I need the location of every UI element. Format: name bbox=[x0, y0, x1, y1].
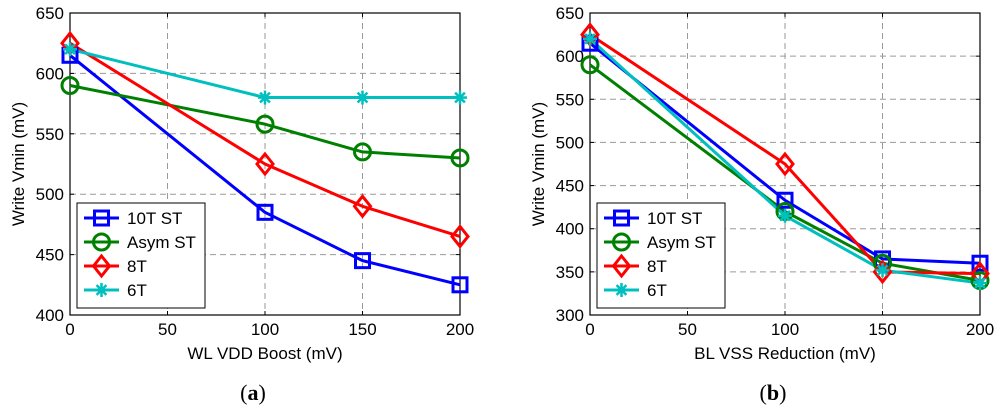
legend-marker bbox=[612, 232, 631, 252]
series-line-10t-st bbox=[589, 42, 981, 265]
data-point-8t bbox=[450, 224, 470, 249]
data-point-8t bbox=[872, 259, 893, 285]
series-line-8t bbox=[589, 33, 981, 276]
series-line-6t bbox=[588, 37, 981, 285]
series-line-10t-st bbox=[69, 54, 461, 287]
y-tick-label: 400 bbox=[556, 220, 584, 239]
x-tick-label: 100 bbox=[771, 320, 799, 339]
data-point-8t bbox=[352, 193, 373, 219]
legend-marker bbox=[613, 209, 630, 227]
data-point-asym-st bbox=[450, 148, 470, 168]
data-point-10t-st bbox=[776, 191, 794, 209]
y-tick-label: 550 bbox=[36, 125, 64, 144]
legend-entry-label: 10T ST bbox=[127, 209, 182, 228]
legend-marker bbox=[94, 283, 109, 297]
legend-marker bbox=[611, 253, 632, 279]
y-tick-label: 400 bbox=[36, 306, 64, 325]
y-axis-label: Write Vmin (mV) bbox=[9, 102, 28, 226]
data-point-10t-st bbox=[451, 276, 469, 294]
y-tick-label: 600 bbox=[36, 64, 64, 83]
data-point-asym-st bbox=[353, 142, 372, 162]
data-point-6t bbox=[973, 276, 987, 291]
legend-marker bbox=[614, 283, 629, 297]
legend-entry-label: 6T bbox=[127, 281, 147, 300]
series-line-6t bbox=[69, 47, 460, 100]
data-point-8t bbox=[775, 151, 795, 177]
data-point-asym-st bbox=[60, 75, 80, 95]
x-tick-label: 50 bbox=[678, 320, 697, 339]
panel-caption: (a) bbox=[240, 380, 266, 405]
legend-marker bbox=[93, 209, 110, 227]
data-point-6t bbox=[778, 208, 792, 223]
data-point-6t bbox=[583, 31, 597, 46]
x-tick-label: 0 bbox=[585, 320, 594, 339]
y-tick-label: 300 bbox=[556, 306, 584, 325]
x-tick-label: 150 bbox=[348, 320, 376, 339]
data-point-6t bbox=[355, 90, 370, 105]
x-tick-label: 200 bbox=[966, 320, 994, 339]
data-point-10t-st bbox=[354, 252, 371, 270]
y-axis-label: Write Vmin (mV) bbox=[529, 102, 548, 226]
x-axis-label: BL VSS Reduction (mV) bbox=[694, 344, 876, 363]
y-tick-label: 450 bbox=[556, 177, 584, 196]
chart-panel-a: 0 50 100 150 200 400 450 500 550 600 650 WL VDD Boo… bbox=[9, 4, 474, 405]
x-axis-label: WL VDD Boost (mV) bbox=[187, 344, 342, 363]
y-tick-label: 350 bbox=[556, 263, 584, 282]
legend: 10T ST Asym ST 8T 6T bbox=[596, 202, 726, 309]
x-tick-label: 50 bbox=[158, 320, 177, 339]
y-tick-label: 550 bbox=[556, 90, 584, 109]
y-tick-label: 500 bbox=[36, 185, 64, 204]
x-tick-label: 0 bbox=[65, 320, 74, 339]
y-tick-label: 600 bbox=[556, 47, 584, 66]
y-tick-label: 500 bbox=[556, 133, 584, 152]
y-tick-label: 650 bbox=[36, 4, 64, 23]
legend-entry-label: Asym ST bbox=[647, 233, 716, 252]
y-tick-label: 650 bbox=[556, 4, 584, 23]
legend-entry-label: Asym ST bbox=[127, 233, 196, 252]
panel-caption: (b) bbox=[760, 380, 787, 405]
legend-marker bbox=[92, 232, 111, 252]
legend-entry-label: 6T bbox=[647, 281, 667, 300]
legend-entry-label: 10T ST bbox=[647, 209, 702, 228]
legend: 10T ST Asym ST 8T 6T bbox=[76, 202, 206, 309]
data-point-asym-st bbox=[255, 114, 275, 134]
data-point-asym-st bbox=[580, 55, 600, 75]
data-point-10t-st bbox=[256, 203, 274, 221]
data-point-6t bbox=[453, 90, 467, 105]
legend-entry-label: 8T bbox=[127, 257, 147, 276]
chart-panel-b: 0 50 100 150 200 300 350 400 450 500 550 600 650 BL V… bbox=[529, 4, 994, 405]
data-point-6t bbox=[258, 90, 272, 105]
x-tick-label: 100 bbox=[251, 320, 279, 339]
legend-entry-label: 8T bbox=[647, 257, 667, 276]
x-tick-label: 200 bbox=[446, 320, 474, 339]
x-tick-label: 150 bbox=[868, 320, 896, 339]
data-point-6t bbox=[875, 263, 890, 278]
y-tick-label: 450 bbox=[36, 246, 64, 265]
data-point-6t bbox=[63, 42, 77, 57]
legend-marker bbox=[91, 253, 112, 279]
data-point-10t-st bbox=[971, 254, 989, 272]
data-point-8t bbox=[255, 151, 275, 177]
series-line-8t bbox=[69, 41, 461, 238]
